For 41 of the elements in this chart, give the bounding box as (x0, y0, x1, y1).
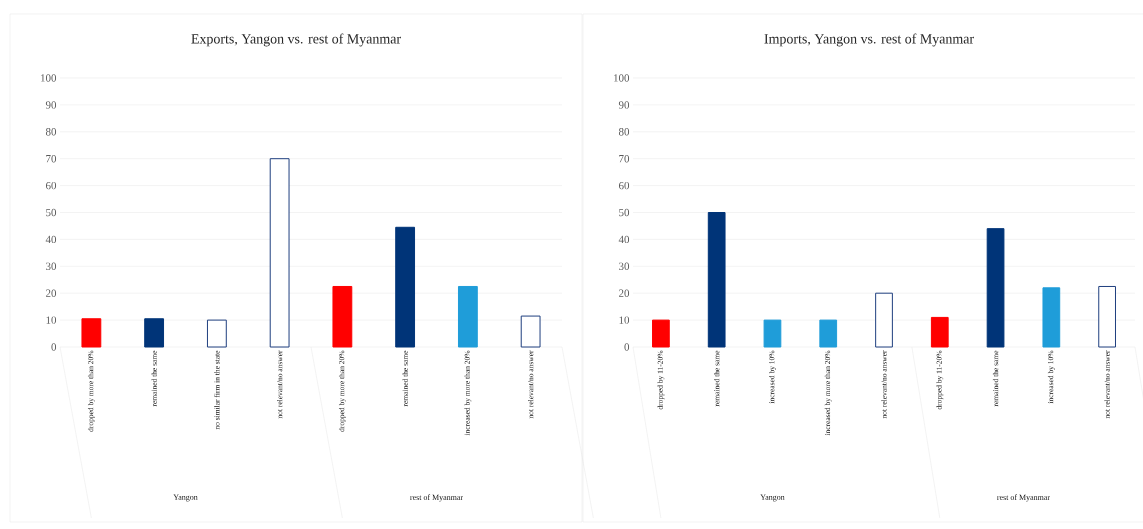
y-tick-label: 20 (46, 289, 57, 297)
y-tick-label: 10 (46, 316, 57, 324)
y-tick-label: 90 (45, 101, 57, 109)
bar (457, 285, 478, 348)
bar (930, 316, 949, 348)
y-tick-label: 90 (618, 101, 630, 109)
bar (875, 292, 893, 348)
bar (1042, 287, 1061, 348)
bar (206, 319, 227, 348)
y-tick-label: 50 (46, 208, 57, 217)
y-tick-label: 60 (45, 181, 57, 190)
bar (332, 285, 353, 348)
bar (1098, 285, 1116, 348)
bar (819, 319, 838, 348)
y-tick-label: 40 (45, 235, 57, 244)
y-tick-label: 0 (51, 343, 57, 351)
y-tick-label: 30 (46, 262, 57, 270)
chart-title: Imports, Yangon vs. rest of Myanmar (764, 33, 974, 47)
bar (652, 319, 670, 348)
y-tick-label: 30 (619, 262, 630, 270)
bar (520, 315, 541, 348)
y-tick-label: 100 (614, 74, 630, 82)
y-tick-label: 70 (46, 155, 57, 163)
bar (763, 319, 782, 348)
y-tick-label: 0 (624, 343, 630, 351)
y-tick-label: 70 (619, 155, 630, 163)
y-tick-label: 80 (45, 128, 57, 136)
y-tick-label: 80 (618, 128, 630, 136)
bar (395, 226, 416, 348)
chart-title: Exports, Yangon vs. rest of Myanmar (191, 33, 401, 47)
bar (144, 318, 165, 348)
y-tick-label: 50 (619, 208, 630, 217)
bar (707, 212, 726, 348)
bar (81, 318, 102, 348)
y-tick-label: 40 (618, 235, 630, 244)
y-tick-label: 10 (619, 316, 630, 324)
bar (986, 228, 1005, 348)
y-tick-label: 100 (41, 74, 57, 82)
y-tick-label: 60 (619, 181, 630, 190)
bar (269, 158, 290, 348)
y-tick-label: 20 (619, 289, 630, 297)
